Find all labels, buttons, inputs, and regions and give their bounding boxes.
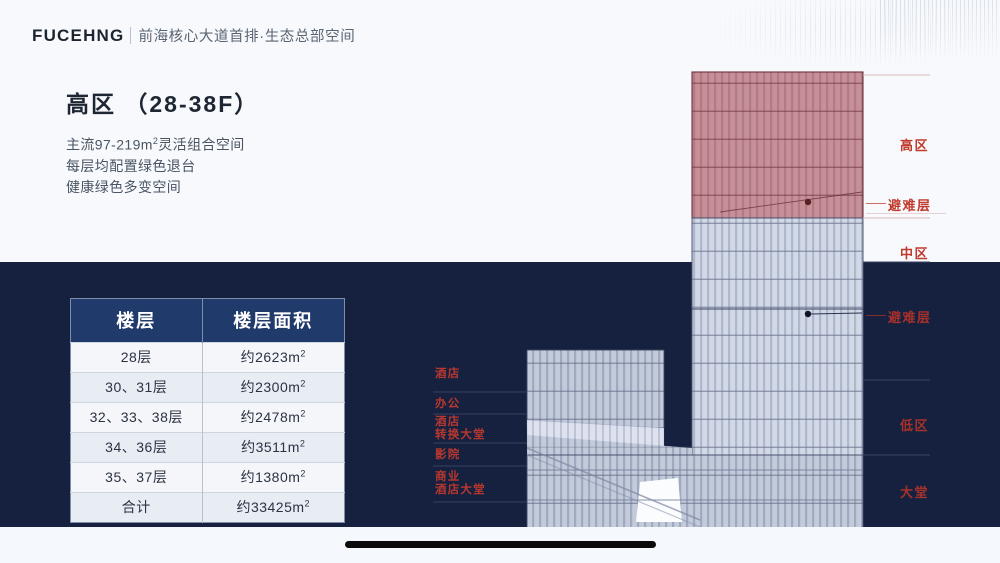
leader-line-refuge-lower xyxy=(866,315,886,316)
stripe-watermark-secondary xyxy=(880,0,1000,62)
home-indicator-bar[interactable] xyxy=(345,541,656,548)
headline-line-1-tail: 灵活组合空间 xyxy=(158,136,245,153)
table-row: 28层 约2623m2 xyxy=(70,342,345,373)
zone-label-mid: 中区 xyxy=(900,246,930,261)
cell-area: 约33425m2 xyxy=(202,492,345,523)
table-row: 34、36层 约3511m2 xyxy=(70,432,345,463)
table-row: 合计 约33425m2 xyxy=(70,492,345,523)
cell-area-sup: 2 xyxy=(300,348,306,359)
cell-area: 约3511m2 xyxy=(202,432,345,463)
cell-area: 约2300m2 xyxy=(202,372,345,403)
table-header-area: 楼层面积 xyxy=(202,298,345,343)
floor-area-table: 楼层 楼层面积 28层 约2623m2 30、31层 约2300m2 32、33… xyxy=(70,298,345,523)
table-header-row: 楼层 楼层面积 xyxy=(70,298,345,343)
program-label-hotel-sky-lobby-line-2: 转换大堂 xyxy=(435,429,486,441)
cell-area-sup: 2 xyxy=(304,498,311,509)
page-header: FUCEHNG 前海核心大道首排·生态总部空间 xyxy=(32,25,355,46)
cell-area-sup: 2 xyxy=(300,408,306,419)
hairline-refuge-upper xyxy=(866,213,946,214)
headline-line-1-sup: 2 xyxy=(152,136,159,147)
headline-line-1: 主流97-219m2灵活组合空间 xyxy=(66,131,259,156)
cell-area-sup: 2 xyxy=(300,468,306,479)
cell-floor: 34、36层 xyxy=(70,432,203,463)
leader-line-refuge-upper xyxy=(866,203,886,204)
cell-area-value: 约2623m xyxy=(240,349,301,365)
cell-floor: 35、37层 xyxy=(70,462,203,493)
cell-area: 约1380m2 xyxy=(202,462,345,493)
cell-area-value: 约2300m xyxy=(240,379,301,395)
program-label-hotel-sky-lobby: 酒店 转换大堂 xyxy=(435,416,486,442)
table-header-floor: 楼层 xyxy=(70,298,203,343)
program-label-retail-hotel-lobby: 商业 酒店大堂 xyxy=(435,471,486,497)
headline-line-1-text: 主流97-219 xyxy=(66,136,141,153)
table-row: 35、37层 约1380m2 xyxy=(70,462,345,493)
headline-block: 高区 （28-38F） 主流97-219m2灵活组合空间 每层均配置绿色退台 健… xyxy=(66,91,260,198)
headline-line-1-unit: m xyxy=(140,136,153,153)
zone-label-refuge-lower: 避难层 xyxy=(888,310,932,325)
tower-high-zone xyxy=(691,71,864,219)
cell-floor: 28层 xyxy=(70,342,203,373)
cell-area-sup: 2 xyxy=(300,378,306,389)
program-label-hotel-sky-lobby-line-1: 酒店 xyxy=(435,416,461,428)
cell-area-value: 约3511m xyxy=(241,439,300,455)
header-divider xyxy=(130,27,132,44)
table-row: 32、33、38层 约2478m2 xyxy=(70,402,345,433)
cell-area-sup: 2 xyxy=(299,438,306,449)
table-body: 28层 约2623m2 30、31层 约2300m2 32、33、38层 约24… xyxy=(70,342,345,523)
program-label-hotel: 酒店 xyxy=(435,368,461,380)
cell-area-value: 约2478m xyxy=(240,409,301,425)
cell-floor: 30、31层 xyxy=(70,372,203,403)
cell-floor: 32、33、38层 xyxy=(70,402,203,433)
stripe-watermark xyxy=(640,0,1000,70)
cell-area-value: 约33425m xyxy=(236,499,305,515)
zone-label-refuge-upper: 避难层 xyxy=(888,198,932,213)
program-label-retail-hotel-lobby-line-2: 酒店大堂 xyxy=(435,484,486,496)
headline-line-2: 每层均配置绿色退台 xyxy=(66,157,196,174)
cell-area: 约2478m2 xyxy=(202,402,345,433)
cell-area-value: 约1380m xyxy=(240,469,301,485)
zone-label-low: 低区 xyxy=(900,418,930,433)
program-label-retail-hotel-lobby-line-1: 商业 xyxy=(435,471,461,483)
cell-floor: 合计 xyxy=(70,492,203,523)
cell-area: 约2623m2 xyxy=(202,342,345,373)
program-label-office: 办公 xyxy=(435,398,461,410)
page-title: 高区 （28-38F） xyxy=(66,91,260,117)
program-label-cinema: 影院 xyxy=(435,449,461,461)
zone-label-lobby: 大堂 xyxy=(900,485,930,500)
zone-label-high: 高区 xyxy=(900,138,930,153)
header-subtitle: 前海核心大道首排·生态总部空间 xyxy=(138,29,356,45)
table-row: 30、31层 约2300m2 xyxy=(70,372,345,403)
brand-logo: FUCEHNG xyxy=(32,25,125,45)
headline-line-3: 健康绿色多变空间 xyxy=(66,178,182,195)
